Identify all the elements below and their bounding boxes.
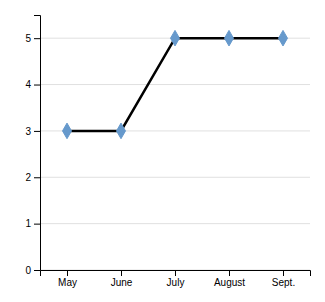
x-tick-label: July bbox=[167, 277, 185, 288]
x-axis-line bbox=[41, 271, 311, 277]
y-tick: 0 bbox=[25, 265, 40, 276]
y-tick-mark bbox=[34, 224, 40, 225]
x-tick: July bbox=[167, 270, 185, 288]
x-tick-label: August bbox=[214, 277, 245, 288]
x-tick: August bbox=[214, 270, 245, 288]
x-tick-mark bbox=[175, 270, 176, 276]
y-tick: 4 bbox=[25, 79, 40, 90]
grid-line bbox=[40, 177, 310, 178]
plot: May June July August Sept. 0 1 2 3 4 5 bbox=[25, 16, 310, 289]
y-tick: 3 bbox=[25, 126, 40, 137]
chart: May June July August Sept. 0 1 2 3 4 5 bbox=[0, 0, 325, 302]
y-tick: 2 bbox=[25, 172, 40, 183]
grid bbox=[40, 38, 310, 270]
marks bbox=[63, 30, 288, 138]
grid-line bbox=[40, 84, 310, 85]
point bbox=[279, 30, 288, 46]
x-tick: June bbox=[111, 270, 133, 288]
point bbox=[225, 30, 234, 46]
x-tick-mark bbox=[229, 270, 230, 276]
point bbox=[171, 30, 180, 46]
point bbox=[117, 123, 126, 139]
y-tick-mark bbox=[34, 85, 40, 86]
y-tick-mark bbox=[34, 38, 40, 39]
y-tick-label: 4 bbox=[25, 79, 31, 90]
x-tick: Sept. bbox=[272, 270, 295, 288]
y-tick-label: 3 bbox=[25, 126, 31, 137]
y-tick-mark bbox=[34, 270, 40, 271]
x-axis: May June July August Sept. bbox=[41, 270, 311, 288]
grid-line bbox=[40, 223, 310, 224]
x-tick-mark bbox=[283, 270, 284, 276]
y-tick-label: 5 bbox=[25, 33, 31, 44]
y-axis-line bbox=[34, 16, 41, 271]
x-tick: May bbox=[58, 270, 77, 288]
y-tick-label: 1 bbox=[25, 218, 31, 229]
x-tick-mark bbox=[67, 270, 68, 276]
x-tick-label: June bbox=[111, 277, 133, 288]
x-tick-label: Sept. bbox=[272, 277, 295, 288]
x-tick-label: May bbox=[58, 277, 77, 288]
y-tick-mark bbox=[34, 177, 40, 178]
line bbox=[67, 38, 283, 131]
y-tick-label: 2 bbox=[25, 172, 31, 183]
y-tick: 5 bbox=[25, 33, 40, 44]
y-tick: 1 bbox=[25, 218, 40, 229]
y-tick-mark bbox=[34, 131, 40, 132]
y-axis: 0 1 2 3 4 5 bbox=[25, 16, 40, 276]
point bbox=[63, 123, 72, 139]
x-tick-mark bbox=[121, 270, 122, 276]
y-tick-label: 0 bbox=[25, 265, 31, 276]
